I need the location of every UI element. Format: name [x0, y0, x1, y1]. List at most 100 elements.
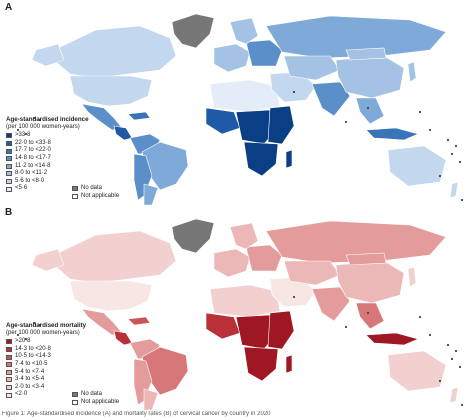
island-marker — [446, 138, 450, 142]
region-east-africa — [267, 310, 295, 350]
region-greenland — [171, 218, 215, 254]
legend-label: 3·4 to <5·4 — [15, 376, 45, 383]
region-southern-cone — [143, 183, 159, 205]
legend-label: 11·2 to <14·8 — [15, 162, 51, 169]
island-marker — [24, 337, 28, 341]
region-greenland — [171, 13, 215, 49]
region-southeast-asia — [355, 302, 385, 330]
region-indonesia — [365, 127, 419, 141]
region-north-africa — [209, 79, 281, 113]
region-brazil — [141, 141, 189, 191]
legend-swatch — [6, 171, 12, 177]
island-marker — [458, 365, 462, 369]
legend-label: 14·8 to <17·7 — [15, 154, 51, 161]
incidence-legend: Age-standardised incidence (per 100 000 … — [6, 116, 89, 193]
region-alaska — [31, 43, 65, 67]
panel-letter-b: B — [5, 207, 13, 218]
island-marker — [32, 116, 36, 120]
legend-label: 22·0 to <33·8 — [15, 139, 51, 146]
region-china — [335, 260, 405, 304]
legend-class-2: 14·3 to <20·8 — [6, 346, 86, 354]
region-japan — [407, 266, 417, 288]
legend-class-7: 2·0 to <3·4 — [6, 384, 86, 392]
region-usa — [69, 280, 153, 312]
legend-label: <2·0 — [15, 391, 28, 398]
region-southeast-asia — [355, 97, 385, 125]
no-data-label: No data — [81, 391, 103, 397]
region-central-asia — [283, 55, 341, 81]
legend-class-3: 17·7 to <22·0 — [6, 147, 89, 155]
legend-label: >33·8 — [15, 132, 31, 139]
legend-swatch — [6, 369, 12, 375]
legend-swatch — [6, 148, 12, 154]
legend-swatch — [6, 186, 12, 192]
island-marker — [292, 90, 296, 94]
region-new-zealand — [449, 386, 459, 404]
legend-class-6: 8·0 to <11·2 — [6, 170, 89, 178]
island-marker — [454, 144, 458, 148]
mortality-world-map — [16, 218, 464, 410]
island-marker — [16, 128, 20, 132]
island-marker — [446, 343, 450, 347]
island-marker — [458, 160, 462, 164]
region-australia — [387, 145, 447, 187]
legend-label: <5·6 — [15, 185, 28, 192]
legend-swatch — [6, 179, 12, 185]
island-marker — [38, 118, 42, 122]
legend-class-8: <2·0 — [6, 391, 86, 399]
island-marker — [428, 128, 432, 132]
legend-label: 14·3 to <20·8 — [15, 345, 51, 352]
island-marker — [438, 174, 442, 178]
no-data-label: No data — [81, 185, 103, 191]
legend-swatch — [6, 339, 12, 345]
region-south-asia — [311, 81, 351, 117]
island-marker — [450, 357, 454, 361]
legend-class-6: 3·4 to <5·4 — [6, 376, 86, 384]
region-indonesia — [365, 332, 419, 346]
region-madagascar — [285, 149, 293, 169]
mortality-no-data-entry: No data — [72, 391, 102, 397]
region-scandinavia — [229, 222, 259, 250]
island-marker — [366, 311, 370, 315]
island-marker — [418, 110, 422, 114]
island-marker — [24, 132, 28, 136]
legend-class-2: 22·0 to <33·8 — [6, 140, 89, 148]
region-west-africa — [205, 107, 241, 135]
region-southern-africa — [243, 141, 279, 177]
not-applicable-label: Not applicable — [81, 399, 120, 405]
incidence-no-data-entry: No data — [72, 185, 102, 191]
legend-swatch — [6, 156, 12, 162]
legend-class-5: 11·2 to <14·8 — [6, 163, 89, 171]
no-data-swatch — [72, 391, 78, 397]
island-marker — [460, 403, 464, 407]
island-marker — [16, 333, 20, 337]
legend-label: 10·5 to <14·3 — [15, 353, 51, 360]
region-australia — [387, 350, 447, 392]
region-japan — [407, 61, 417, 83]
region-russia — [265, 15, 447, 59]
region-central-america — [113, 125, 133, 141]
region-mongolia — [345, 252, 387, 266]
legend-swatch — [6, 377, 12, 383]
incidence-legend-unit: (per 100 000 women-years) — [6, 123, 80, 130]
island-marker — [32, 321, 36, 325]
incidence-not-applicable-entry: Not applicable — [72, 193, 119, 199]
panel-letter-a: A — [5, 2, 13, 13]
legend-class-8: <5·6 — [6, 185, 89, 193]
region-east-africa — [267, 105, 295, 145]
legend-swatch — [6, 362, 12, 368]
legend-class-7: 5·6 to <8·0 — [6, 178, 89, 186]
legend-swatch — [6, 163, 12, 169]
region-southern-cone — [143, 388, 159, 410]
island-marker — [366, 106, 370, 110]
mortality-legend-title: Age-standardised mortality — [6, 322, 87, 329]
region-russia — [265, 220, 447, 264]
island-marker — [454, 349, 458, 353]
legend-class-5: 5·4 to <7·4 — [6, 369, 86, 377]
legend-swatch — [6, 347, 12, 353]
region-scandinavia — [229, 17, 259, 45]
not-applicable-swatch — [72, 193, 78, 199]
region-eastern-europe — [245, 39, 283, 67]
no-data-swatch — [72, 185, 78, 191]
mortality-map-panel: B Age-standardised mortality (per 100 00… — [0, 205, 474, 410]
